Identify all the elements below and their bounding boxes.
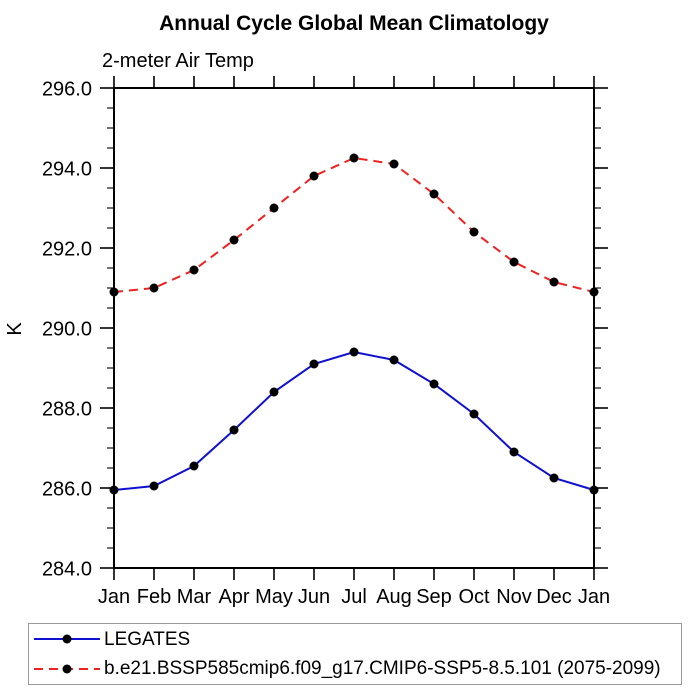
data-point — [469, 409, 479, 419]
y-tick-label: 288.0 — [42, 399, 92, 421]
data-point — [189, 265, 199, 275]
y-axis-ticks: 284.0 286.0 288.0 290.0 292.0 294.0 296.0 — [42, 79, 608, 581]
series-markers-1 — [109, 153, 599, 297]
series-line-1 — [113, 156, 595, 293]
x-tick-label: Jan — [98, 586, 130, 608]
data-point — [149, 481, 159, 491]
x-tick-label: Aug — [376, 586, 412, 608]
data-point — [389, 355, 399, 365]
data-point — [549, 277, 559, 287]
red-dashed-line-marker-icon — [34, 664, 100, 674]
data-point — [109, 485, 119, 495]
data-point — [229, 425, 239, 435]
data-point — [429, 189, 439, 199]
x-axis-ticks: Jan Feb Mar Apr May Jun Jul Aug Sep Oct Nov Dec Jan — [98, 76, 610, 608]
data-point — [309, 359, 319, 369]
legend-item-legates: LEGATES — [29, 625, 681, 653]
data-point — [509, 257, 519, 267]
data-point — [309, 171, 319, 181]
x-tick-label: May — [255, 586, 293, 608]
data-point — [149, 283, 159, 293]
blue-solid-line-marker-icon — [34, 634, 100, 644]
data-point — [389, 159, 399, 169]
x-tick-label: Sep — [416, 586, 452, 608]
x-tick-label: Mar — [177, 586, 212, 608]
data-point — [349, 347, 359, 357]
data-point — [589, 287, 599, 297]
y-axis-minor-ticks — [107, 107, 601, 549]
x-tick-label: Jun — [298, 586, 330, 608]
data-point — [269, 203, 279, 213]
data-point — [549, 473, 559, 483]
legend-label-model: b.e21.BSSP585cmip6.f09_g17.CMIP6-SSP5-8.… — [104, 658, 661, 680]
y-tick-label: 284.0 — [42, 559, 92, 581]
data-point — [269, 387, 279, 397]
data-point — [189, 461, 199, 471]
y-tick-label: 286.0 — [42, 479, 92, 501]
series-line-0 — [113, 350, 595, 491]
x-tick-label: Dec — [536, 586, 572, 608]
y-tick-label: 296.0 — [42, 79, 92, 101]
data-point — [109, 287, 119, 297]
x-tick-label: Apr — [218, 586, 249, 608]
data-point — [589, 485, 599, 495]
data-point — [349, 153, 359, 163]
data-point — [229, 235, 239, 245]
x-tick-label: Feb — [137, 586, 171, 608]
x-tick-label: Jan — [578, 586, 610, 608]
y-tick-label: 294.0 — [42, 159, 92, 181]
x-tick-label: Jul — [341, 586, 367, 608]
series-markers-0 — [109, 347, 599, 495]
chart-title: Annual Cycle Global Mean Climatology — [159, 12, 549, 35]
legend-item-model: b.e21.BSSP585cmip6.f09_g17.CMIP6-SSP5-8.… — [29, 655, 681, 683]
y-tick-label: 290.0 — [42, 319, 92, 341]
chart-subtitle: 2-meter Air Temp — [102, 50, 254, 72]
y-tick-label: 292.0 — [42, 239, 92, 261]
legend: LEGATES b.e21.BSSP585cmip6.f09_g17.CMIP6… — [28, 623, 682, 685]
legend-label-legates: LEGATES — [104, 628, 191, 650]
data-point — [469, 227, 479, 237]
x-tick-label: Oct — [458, 586, 490, 608]
x-tick-label: Nov — [496, 586, 532, 608]
data-point — [429, 379, 439, 389]
data-point — [509, 447, 519, 457]
